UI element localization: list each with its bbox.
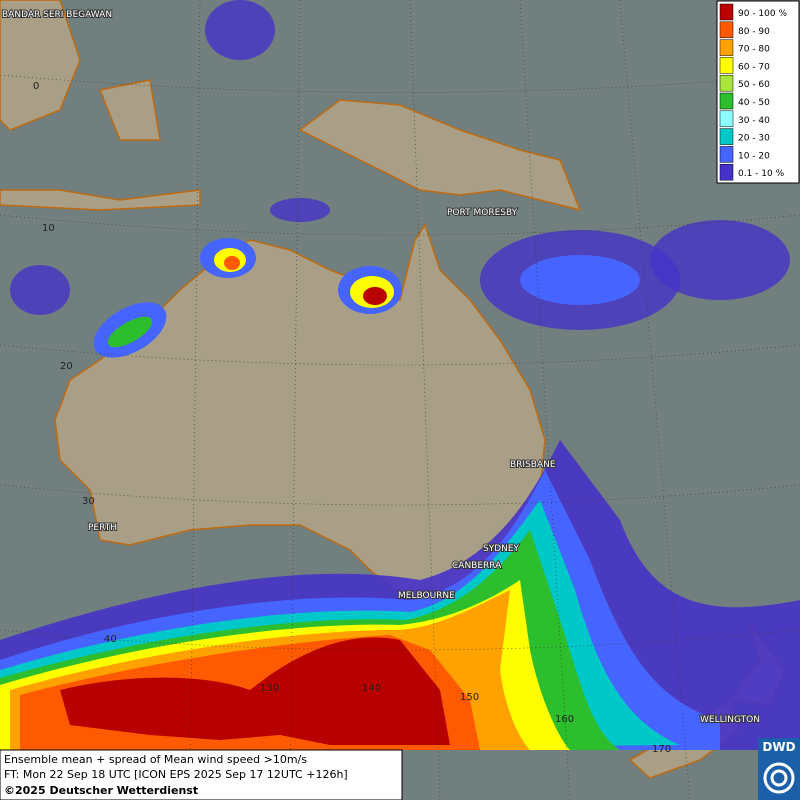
legend-label: 10 - 20: [738, 151, 770, 161]
grid-label: 160: [555, 714, 574, 725]
probability-areas: [0, 0, 800, 750]
blob: [650, 220, 790, 300]
blob: [224, 256, 240, 270]
legend-swatch: [719, 146, 734, 163]
legend-swatch: [719, 74, 734, 92]
city-label: BRISBANE: [510, 460, 556, 470]
new-guinea: [298, 99, 582, 212]
grid-label: 40: [104, 634, 117, 645]
blob: [10, 265, 70, 315]
legend-swatch: [719, 57, 734, 74]
legend-label: 70 - 80: [738, 45, 770, 55]
legend-swatch: [719, 128, 734, 145]
logo-bg: [758, 738, 800, 800]
legend-swatch: [719, 39, 734, 56]
grid-label: 150: [460, 692, 479, 703]
legend: 90 - 100 % 80 - 90 70 - 80 60 - 70 50 - 60 40…: [716, 0, 800, 184]
legend-label: 80 - 90: [738, 27, 770, 37]
grid-label: 130: [260, 683, 279, 694]
city-label: PORT MORESBY: [447, 208, 518, 218]
grid-label: 30: [82, 496, 95, 507]
logo-text: DWD: [762, 740, 795, 754]
sulawesi: [98, 79, 161, 141]
footer-line: FT: Mon 22 Sep 18 UTC [ICON EPS 2025 Sep…: [4, 768, 348, 781]
legend-label: 90 - 100 %: [738, 9, 787, 19]
blob: [363, 287, 387, 305]
legend-swatch: [719, 92, 734, 110]
city-label: MELBOURNE: [398, 591, 455, 601]
grid-label: 140: [362, 683, 381, 694]
legend-label: 20 - 30: [738, 134, 770, 144]
grid-label: 0: [33, 81, 39, 92]
city-label: PERTH: [88, 523, 117, 533]
blob: [520, 255, 640, 305]
grid-label: 10: [42, 223, 55, 234]
legend-label: 40 - 50: [738, 98, 770, 108]
blob: [107, 316, 153, 348]
legend-swatch: [719, 163, 734, 181]
city-label: BANDAR SERI BEGAWAN: [2, 10, 112, 20]
footer-box: [0, 749, 403, 800]
logo-swirl: [770, 769, 788, 787]
grid-label: 170: [652, 744, 671, 755]
legend-label: 60 - 70: [738, 62, 770, 72]
legend-swatch: [719, 21, 734, 39]
area-90-100: [60, 637, 450, 745]
grid-label: 20: [60, 361, 73, 372]
footer-line: Ensemble mean + spread of Mean wind spee…: [4, 753, 307, 766]
legend-swatch: [719, 110, 734, 128]
legend-label: 50 - 60: [738, 80, 770, 90]
blob: [270, 198, 330, 222]
logo-swirl: [763, 762, 795, 794]
city-label: SYDNEY: [483, 544, 520, 554]
legend-swatch: [719, 3, 734, 21]
lesser-sunda: [0, 189, 201, 211]
city-label: CANBERRA: [452, 561, 502, 571]
legend-label: 0.1 - 10 %: [738, 169, 785, 179]
footer-line: ©2025 Deutscher Wetterdienst: [4, 784, 198, 797]
borneo: [0, 0, 81, 131]
city-label: WELLINGTON: [700, 715, 760, 725]
legend-label: 30 - 40: [738, 116, 770, 126]
blob: [205, 0, 275, 60]
